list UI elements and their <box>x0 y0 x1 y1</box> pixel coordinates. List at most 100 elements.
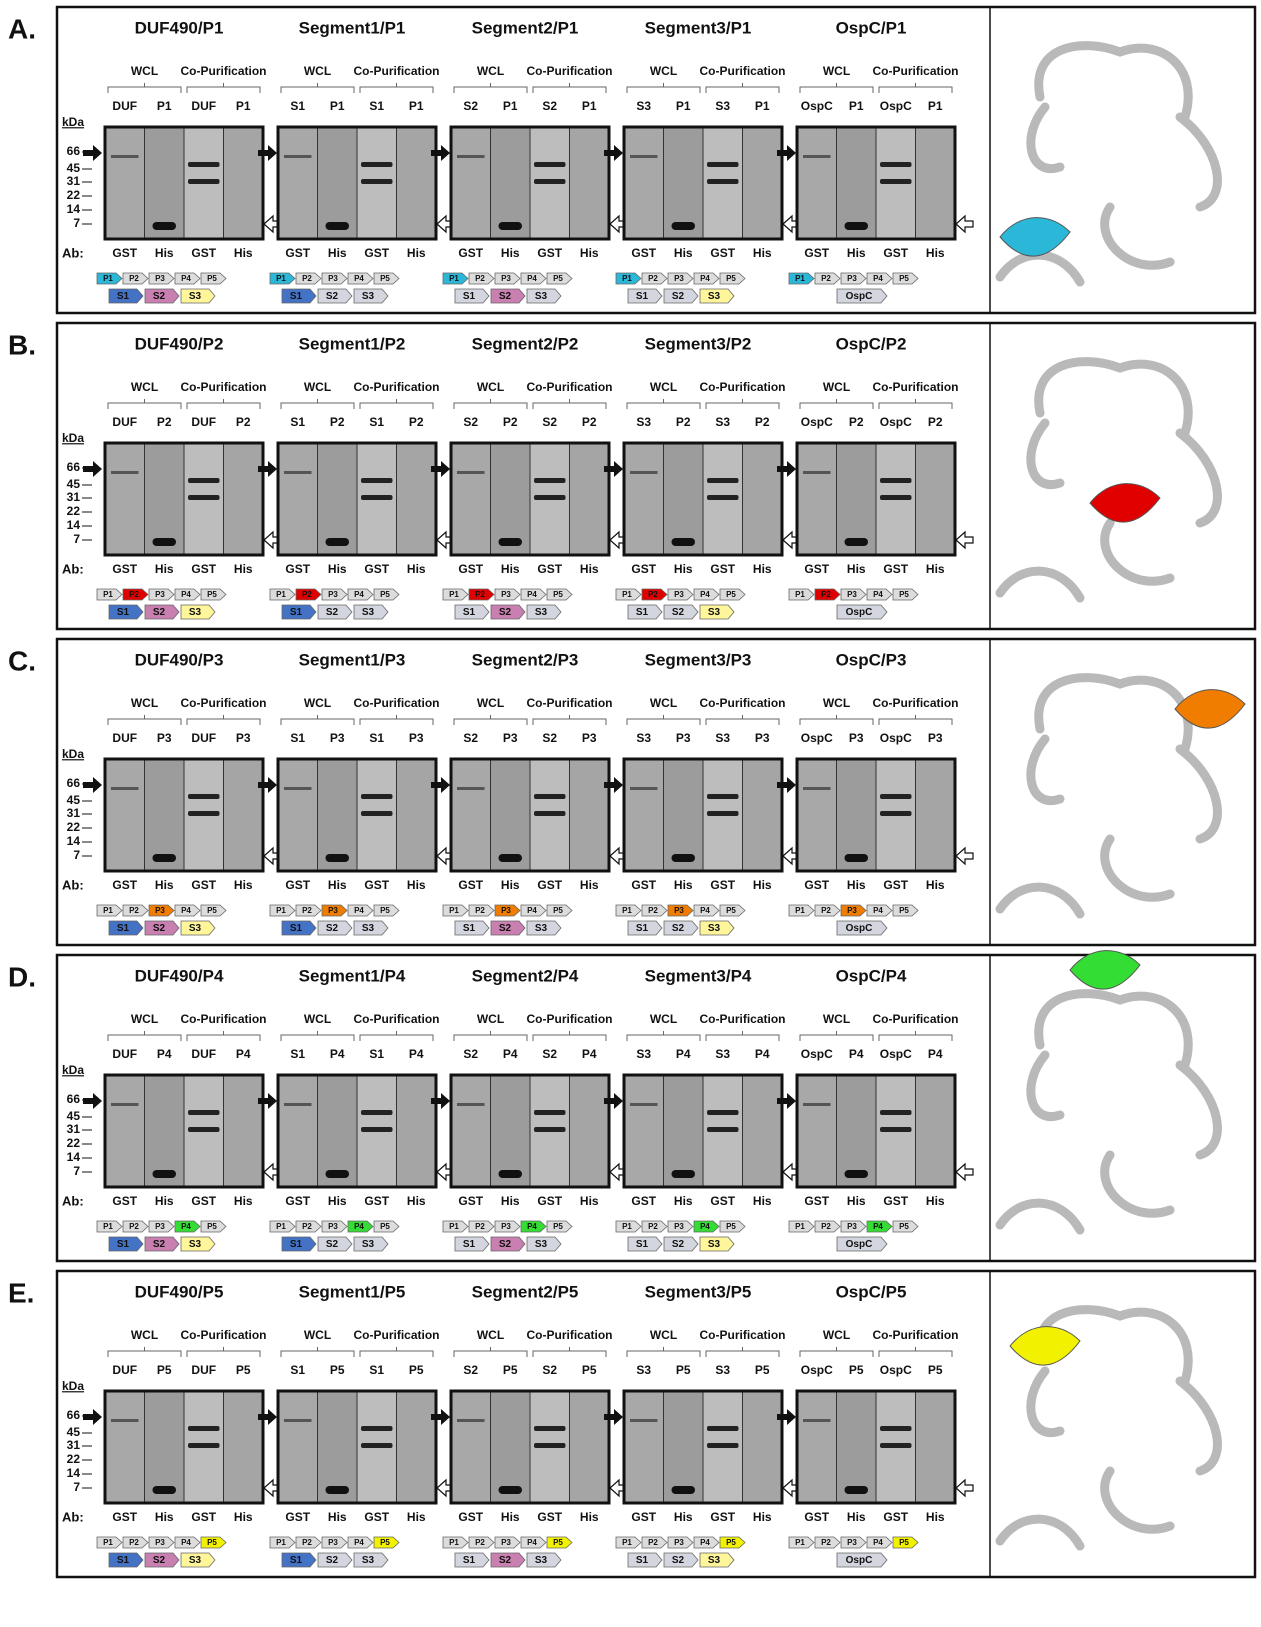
antibody-label: GST <box>191 1194 216 1208</box>
lane-label: P1 <box>582 99 597 113</box>
antibody-label: GST <box>710 246 735 260</box>
antibody-label: GST <box>364 878 389 892</box>
protein-structure <box>1000 362 1217 598</box>
marker-label: 45 <box>67 1425 81 1439</box>
lane-label: S2 <box>463 1363 478 1377</box>
antibody-label: His <box>753 246 772 260</box>
lane-label: DUF <box>112 731 137 745</box>
band <box>845 538 869 546</box>
band <box>284 1419 312 1422</box>
antibody-label: His <box>234 1510 253 1524</box>
blot-lane <box>224 1075 264 1187</box>
protein-structure <box>1000 951 1217 1230</box>
structure-ribbon <box>1000 255 1080 282</box>
antibody-label: GST <box>112 562 137 576</box>
marker-label: 31 <box>67 490 81 504</box>
lane-label: P5 <box>503 1363 518 1377</box>
antibody-label: GST <box>458 562 483 576</box>
group-label: WCL <box>650 64 677 78</box>
group-label: WCL <box>823 380 850 394</box>
antibody-label: His <box>847 562 866 576</box>
segment-label: OspC <box>846 1555 873 1566</box>
domain-label: P2 <box>648 1538 658 1547</box>
group-label: Co-Purification <box>181 1012 267 1026</box>
lane-label: DUF <box>112 99 137 113</box>
blot-lane <box>397 127 437 239</box>
group-bracket <box>879 399 952 409</box>
band <box>707 179 739 184</box>
domain-label: P1 <box>449 906 459 915</box>
band <box>326 854 350 862</box>
lane-label: S2 <box>542 731 557 745</box>
antibody-label: His <box>674 246 693 260</box>
group-bracket <box>360 1031 433 1041</box>
lane-label: S2 <box>463 731 478 745</box>
band <box>499 1170 523 1178</box>
segment-label: S3 <box>362 923 375 934</box>
structure-ribbon <box>1000 1519 1080 1546</box>
group-label: Co-Purification <box>700 696 786 710</box>
segment-label: S1 <box>117 1555 130 1566</box>
antibody-label: His <box>501 562 520 576</box>
antibody-label: GST <box>285 246 310 260</box>
kda-label: kDa <box>62 1063 84 1077</box>
segment-label: S3 <box>708 607 721 618</box>
panel-label: D. <box>8 961 36 992</box>
domain-label: P2 <box>648 906 658 915</box>
group-bracket <box>706 83 779 93</box>
segment-label: S1 <box>463 291 476 302</box>
antibody-label: His <box>407 562 426 576</box>
lane-label: P5 <box>409 1363 424 1377</box>
blot-lane <box>916 443 956 555</box>
bait-arrow <box>83 1409 102 1425</box>
blot-lane <box>397 1391 437 1503</box>
domain-label: P5 <box>553 274 563 283</box>
lane-label: P1 <box>503 99 518 113</box>
group-bracket <box>360 83 433 93</box>
domain-label: P1 <box>276 906 286 915</box>
lane-label: P3 <box>676 731 691 745</box>
group-bracket <box>533 83 606 93</box>
blot-title: DUF490/P4 <box>135 966 224 985</box>
band <box>672 854 696 862</box>
segment-label: S2 <box>672 1555 685 1566</box>
band <box>361 1127 393 1132</box>
segment-label: S3 <box>189 1555 202 1566</box>
band <box>880 1426 912 1431</box>
antibody-label: GST <box>804 878 829 892</box>
group-label: WCL <box>650 380 677 394</box>
kda-label: kDa <box>62 747 84 761</box>
domain-label: P2 <box>129 1222 139 1231</box>
lane-label: P3 <box>330 731 345 745</box>
domain-label: P4 <box>527 590 537 599</box>
blot-lane <box>570 127 610 239</box>
antibody-label: GST <box>191 562 216 576</box>
group-label: WCL <box>823 696 850 710</box>
group-bracket <box>533 399 606 409</box>
segment-label: S1 <box>636 923 649 934</box>
band <box>672 1486 696 1494</box>
blot-lane <box>624 127 664 239</box>
lane-label: OspC <box>801 99 833 113</box>
domain-label: P4 <box>873 906 883 915</box>
lane-label: P2 <box>928 415 943 429</box>
domain-label: P4 <box>181 274 191 283</box>
bait-arrow <box>83 1093 102 1109</box>
group-label: WCL <box>304 64 331 78</box>
domain-label: P3 <box>328 274 338 283</box>
domain-label: P2 <box>302 1222 312 1231</box>
domain-label: P4 <box>527 906 537 915</box>
panel-label: E. <box>8 1277 34 1308</box>
marker-label: 22 <box>67 820 81 834</box>
band <box>803 1103 831 1106</box>
band <box>188 1443 220 1448</box>
lane-label: P3 <box>236 731 251 745</box>
lane-label: S3 <box>636 731 651 745</box>
group-bracket <box>879 715 952 725</box>
marker-label: 66 <box>67 776 81 790</box>
domain-label: P4 <box>873 274 883 283</box>
antibody-label: His <box>234 246 253 260</box>
domain-label: P4 <box>181 1222 191 1231</box>
highlighted-domain <box>1070 951 1140 990</box>
protein-structure <box>1000 1310 1217 1546</box>
